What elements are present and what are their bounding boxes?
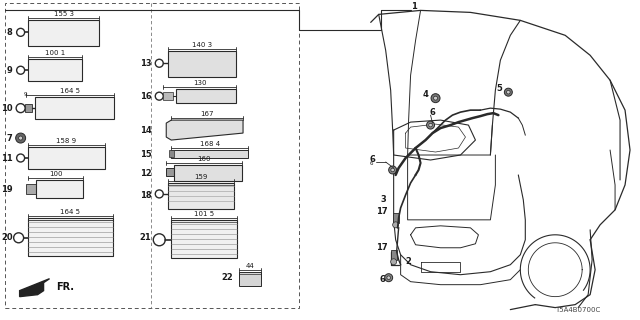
Text: 101 5: 101 5	[194, 211, 214, 217]
Text: FR.: FR.	[56, 282, 74, 292]
Text: 21: 21	[140, 233, 151, 242]
Text: 160: 160	[197, 156, 211, 162]
Circle shape	[387, 276, 390, 279]
Text: 158 9: 158 9	[56, 138, 77, 144]
Bar	[163, 92, 173, 100]
Polygon shape	[166, 120, 243, 140]
Text: 18: 18	[140, 191, 151, 200]
Text: 164 5: 164 5	[61, 209, 81, 215]
Bar	[35, 97, 115, 119]
Circle shape	[427, 121, 435, 129]
Text: 6: 6	[370, 155, 376, 164]
Bar	[36, 180, 83, 198]
Text: 4: 4	[422, 90, 429, 99]
Text: 22: 22	[221, 273, 233, 282]
Circle shape	[429, 123, 433, 127]
Bar	[239, 272, 261, 286]
Bar	[28, 147, 106, 169]
Bar	[169, 150, 174, 157]
Text: 17: 17	[376, 243, 387, 252]
Circle shape	[431, 94, 440, 103]
Text: 168 4: 168 4	[200, 141, 220, 147]
Circle shape	[388, 166, 397, 174]
Text: 140 3: 140 3	[192, 42, 212, 48]
Text: 12: 12	[140, 170, 151, 179]
Text: 159: 159	[195, 174, 208, 180]
Text: 2: 2	[406, 257, 412, 266]
Polygon shape	[20, 279, 49, 297]
Circle shape	[393, 222, 399, 228]
Circle shape	[19, 136, 22, 140]
Bar	[4, 4, 299, 308]
Text: 167: 167	[200, 111, 214, 117]
Text: 20: 20	[1, 233, 13, 242]
Text: 155 3: 155 3	[54, 12, 74, 17]
Bar	[393, 213, 399, 223]
Text: 6: 6	[380, 275, 386, 284]
Bar	[28, 20, 99, 46]
Bar	[174, 165, 242, 181]
Circle shape	[385, 274, 393, 282]
Text: 14: 14	[140, 125, 151, 135]
Circle shape	[433, 96, 438, 100]
Bar	[24, 104, 31, 112]
Bar	[168, 51, 236, 77]
Text: 9: 9	[7, 66, 13, 75]
Bar	[172, 150, 248, 158]
Text: 44: 44	[246, 263, 255, 269]
Text: 3: 3	[381, 196, 387, 204]
Text: 10: 10	[1, 104, 13, 113]
Circle shape	[390, 259, 397, 265]
Text: 100 1: 100 1	[45, 50, 65, 56]
Bar	[28, 59, 83, 81]
Bar	[176, 89, 236, 103]
Text: 5: 5	[497, 84, 502, 93]
Text: 11: 11	[1, 154, 13, 163]
Bar	[168, 183, 234, 209]
Circle shape	[504, 88, 513, 96]
Text: 13: 13	[140, 59, 151, 68]
Text: T5A4B0700C: T5A4B0700C	[555, 307, 600, 313]
Text: 1: 1	[411, 2, 417, 11]
Bar	[390, 250, 397, 260]
Bar	[28, 218, 113, 256]
Text: 100: 100	[49, 171, 62, 177]
Text: 19: 19	[1, 185, 13, 195]
Text: 8: 8	[7, 28, 13, 37]
Text: 16: 16	[140, 92, 151, 101]
Text: 15: 15	[140, 149, 151, 158]
Text: 6: 6	[429, 108, 435, 116]
Text: 17: 17	[376, 207, 387, 216]
Bar	[172, 220, 237, 258]
Circle shape	[15, 133, 26, 143]
Circle shape	[391, 168, 394, 172]
Text: 164 5: 164 5	[60, 88, 80, 94]
Text: 9: 9	[24, 92, 28, 97]
Text: 7: 7	[7, 133, 13, 142]
Text: 6: 6	[369, 162, 372, 166]
Bar	[26, 184, 36, 194]
Circle shape	[506, 90, 510, 94]
Text: 130: 130	[193, 80, 207, 86]
Bar	[166, 168, 174, 176]
